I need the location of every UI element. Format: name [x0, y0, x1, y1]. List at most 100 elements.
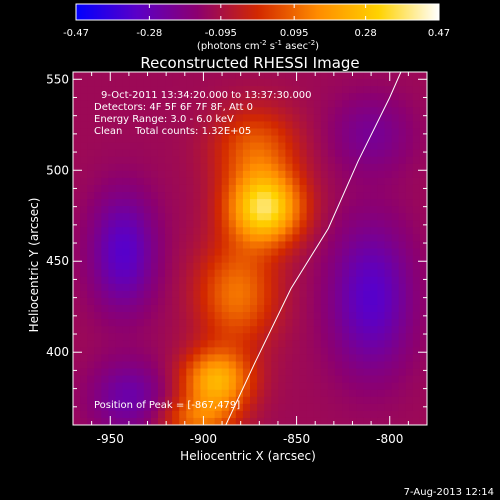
heatmap-cell	[306, 220, 315, 228]
heatmap-cell	[285, 354, 294, 363]
heatmap-cell	[299, 170, 308, 179]
heatmap-cell	[264, 276, 272, 285]
heatmap-cell	[157, 128, 166, 137]
heatmap-cell	[370, 389, 379, 398]
heatmap-cell	[320, 149, 329, 158]
heatmap-cell	[257, 156, 265, 165]
heatmap-cell	[157, 354, 166, 363]
heatmap-cell	[327, 333, 336, 341]
heatmap-cell	[193, 354, 202, 363]
heatmap-cell	[207, 192, 216, 200]
heatmap-cell	[150, 410, 159, 419]
heatmap-cell	[377, 319, 386, 327]
heatmap-cell	[80, 93, 88, 101]
heatmap-cell	[356, 156, 364, 165]
heatmap-cell	[271, 107, 279, 115]
heatmap-cell	[327, 234, 336, 243]
heatmap-cell	[228, 241, 237, 250]
heatmap-cell	[419, 213, 427, 221]
heatmap-cell	[370, 142, 379, 151]
heatmap-cell	[122, 361, 131, 370]
heatmap-cell	[200, 170, 209, 179]
heatmap-cell	[172, 382, 180, 391]
heatmap-cell	[214, 213, 223, 221]
heatmap-cell	[292, 100, 301, 108]
heatmap-cell	[214, 156, 223, 165]
heatmap-cell	[129, 170, 138, 179]
heatmap-cell	[391, 107, 400, 115]
heatmap-cell	[94, 326, 102, 334]
heatmap-cell	[342, 276, 350, 285]
heatmap-cell	[214, 361, 223, 370]
heatmap-cell	[285, 304, 294, 313]
heatmap-cell	[157, 72, 166, 80]
heatmap-cell	[250, 262, 258, 271]
heatmap-cell	[179, 100, 187, 108]
heatmap-cell	[157, 213, 166, 221]
heatmap-cell	[299, 199, 308, 207]
heatmap-cell	[150, 262, 159, 271]
heatmap-cell	[214, 128, 223, 137]
heatmap-cell	[186, 86, 194, 94]
heatmap-cell	[115, 382, 124, 391]
heatmap-cell	[377, 192, 386, 200]
heatmap-cell	[271, 340, 279, 348]
heatmap-cell	[363, 184, 371, 193]
heatmap-cell	[207, 290, 216, 299]
heatmap-cell	[264, 389, 272, 398]
heatmap-cell	[221, 396, 230, 405]
heatmap-cell	[80, 227, 88, 235]
heatmap-cell	[143, 86, 152, 94]
heatmap-cell	[377, 86, 386, 94]
heatmap-cell	[143, 93, 152, 101]
heatmap-cell	[349, 290, 357, 299]
heatmap-cell	[108, 170, 117, 179]
heatmap-cell	[271, 128, 279, 137]
heatmap-cell	[242, 403, 251, 412]
heatmap-cell	[136, 255, 145, 264]
heatmap-cell	[250, 170, 258, 179]
heatmap-cell	[122, 319, 131, 327]
heatmap-cell	[419, 290, 427, 299]
heatmap-cell	[94, 276, 102, 285]
heatmap-cell	[143, 276, 152, 285]
heatmap-cell	[363, 86, 371, 94]
heatmap-cell	[391, 234, 400, 243]
heatmap-cell	[264, 333, 272, 341]
heatmap-cell	[143, 248, 152, 257]
heatmap-cell	[214, 396, 223, 405]
heatmap-cell	[271, 199, 279, 207]
heatmap-cell	[122, 396, 131, 405]
heatmap-cell	[377, 163, 386, 172]
heatmap-cell	[391, 368, 400, 377]
heatmap-cell	[377, 290, 386, 299]
heatmap-cell	[129, 297, 138, 306]
heatmap-cell	[235, 375, 244, 384]
heatmap-cell	[228, 368, 237, 377]
heatmap-cell	[384, 79, 393, 87]
heatmap-cell	[87, 283, 95, 292]
heatmap-cell	[228, 389, 237, 398]
heatmap-cell	[356, 283, 364, 292]
heatmap-cell	[115, 276, 124, 285]
heatmap-cell	[299, 142, 308, 151]
heatmap-cell	[172, 276, 180, 285]
heatmap-cell	[313, 368, 322, 377]
heatmap-cell	[306, 234, 315, 243]
heatmap-cell	[356, 347, 364, 355]
heatmap-cell	[172, 283, 180, 292]
heatmap-cell	[342, 382, 350, 391]
heatmap-cell	[356, 72, 364, 80]
heatmap-cell	[271, 114, 279, 123]
heatmap-cell	[285, 72, 294, 80]
heatmap-cell	[356, 184, 364, 193]
heatmap-cell	[391, 121, 400, 130]
heatmap-cell	[356, 340, 364, 348]
heatmap-cell	[398, 368, 407, 377]
heatmap-cell	[242, 241, 251, 250]
heatmap-cell	[264, 283, 272, 292]
heatmap-cell	[200, 396, 209, 405]
heatmap-cell	[136, 170, 145, 179]
heatmap-cell	[214, 283, 223, 292]
heatmap-cell	[157, 361, 166, 370]
